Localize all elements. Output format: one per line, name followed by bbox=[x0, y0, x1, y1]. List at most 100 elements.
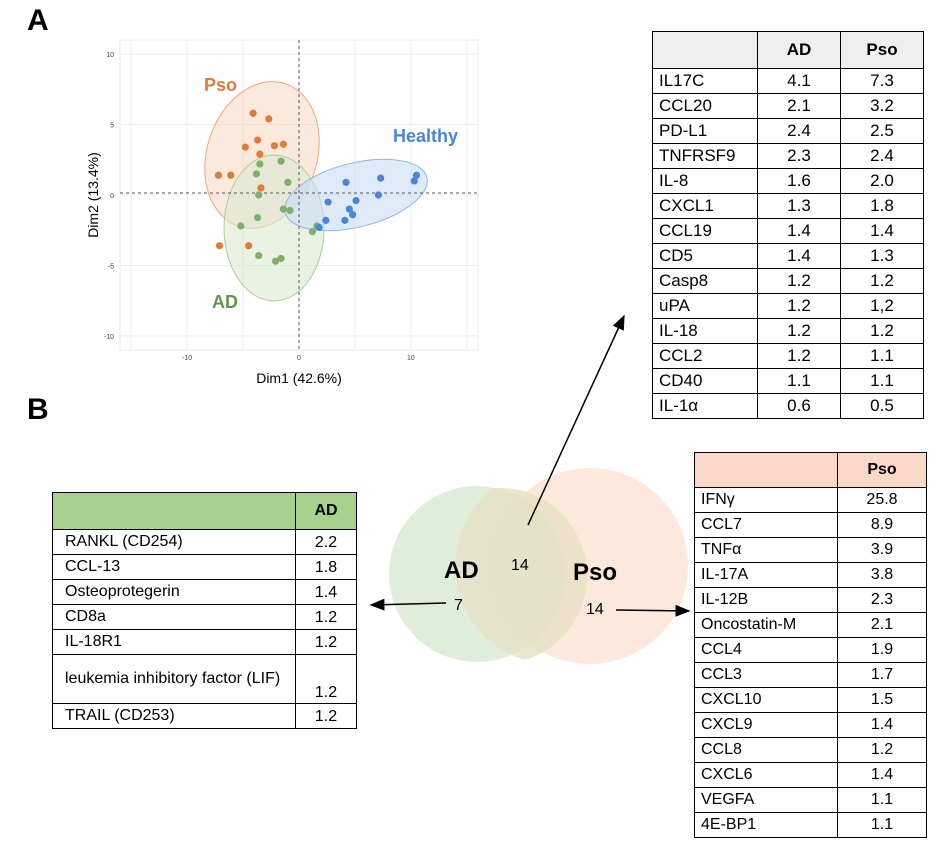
table-row: VEGFA 1.1 bbox=[694, 787, 927, 813]
data-point-pso bbox=[215, 242, 224, 250]
data-point-pso bbox=[254, 136, 262, 144]
fold-change-cell: 8.9 bbox=[837, 512, 927, 538]
table-row: TNFα 3.9 bbox=[694, 537, 927, 563]
x-tick-label: 0 bbox=[297, 355, 301, 362]
table-row: CXCL9 1.4 bbox=[694, 712, 927, 738]
fold-change-cell: 7.3 bbox=[840, 68, 924, 94]
data-point-ad bbox=[252, 170, 261, 178]
protein-name-cell: CCL20 bbox=[652, 93, 758, 119]
group-ellipses bbox=[204, 81, 428, 302]
table-header-row: AD Pso bbox=[652, 31, 924, 69]
header-cell bbox=[694, 452, 838, 488]
fold-change-cell: 2.2 bbox=[295, 529, 357, 555]
group-label-pso: Pso bbox=[204, 75, 237, 95]
table-row: CD8a 1.2 bbox=[52, 604, 357, 630]
fold-change-cell: 2.1 bbox=[837, 612, 927, 638]
table-row: IL-18 1.2 1.2 bbox=[652, 318, 924, 344]
fold-change-cell: 4.1 bbox=[757, 68, 841, 94]
protein-name-cell: Oncostatin-M bbox=[694, 612, 838, 638]
protein-name-cell: Osteoprotegerin bbox=[52, 579, 296, 605]
plot-area bbox=[119, 39, 479, 351]
arrow-ad bbox=[369, 598, 447, 611]
fold-change-cell: 1.2 bbox=[757, 318, 841, 344]
venn-label-ad: AD bbox=[444, 557, 479, 584]
fold-change-cell: 1.2 bbox=[837, 737, 927, 763]
data-point-healthy bbox=[349, 211, 357, 219]
protein-name-cell: TRAIL (CD253) bbox=[52, 703, 296, 729]
table-row: CCL8 1.2 bbox=[694, 737, 927, 763]
table-row: CCL4 1.9 bbox=[694, 637, 927, 663]
y-axis-label: Dim2 (13.4%) bbox=[85, 152, 101, 238]
data-point-ad bbox=[284, 178, 292, 186]
protein-name-cell: uPA bbox=[652, 293, 758, 319]
protein-name-cell: IL-1α bbox=[652, 393, 758, 419]
table-row: CCL19 1.4 1.4 bbox=[652, 218, 924, 244]
shared-table-body: IL17C 4.1 7.3 CCL20 2.1 3.2 PD-L1 2.4 2.5 TNFRSF9… bbox=[652, 68, 924, 419]
data-point-ad bbox=[255, 191, 263, 199]
header-cell: Pso bbox=[840, 31, 924, 69]
y-tick-label: 0 bbox=[110, 193, 114, 200]
fold-change-cell: 1.1 bbox=[840, 343, 924, 369]
protein-name-cell: IL-12B bbox=[694, 587, 838, 613]
protein-name-cell: CXCL9 bbox=[694, 712, 838, 738]
fold-change-cell: 1.2 bbox=[295, 703, 357, 729]
data-point-pso bbox=[256, 150, 264, 158]
venn-count-shared: 14 bbox=[511, 557, 529, 574]
fold-change-cell: 2.3 bbox=[757, 143, 841, 169]
data-point-pso bbox=[265, 115, 273, 123]
fold-change-cell: 1.2 bbox=[295, 604, 357, 630]
protein-name-cell: RANKL (CD254) bbox=[52, 529, 296, 555]
protein-name-cell: CXCL6 bbox=[694, 762, 838, 788]
table-row: IL-12B 2.3 bbox=[694, 587, 927, 613]
fold-change-cell: 1.2 bbox=[757, 343, 841, 369]
shared-proteins-table: AD Pso IL17C 4.1 7.3 CCL20 2.1 3.2 PD-L1 2.4 2.5… bbox=[652, 31, 924, 419]
protein-name-cell: 4E-BP1 bbox=[694, 812, 838, 838]
fold-change-cell: 2.3 bbox=[837, 587, 927, 613]
data-point-ad bbox=[308, 228, 317, 236]
table-row: PD-L1 2.4 2.5 bbox=[652, 118, 924, 144]
fold-change-cell: 1.7 bbox=[837, 662, 927, 688]
table-row: CD5 1.4 1.3 bbox=[652, 243, 924, 269]
data-point-ad bbox=[313, 222, 321, 230]
x-axis-label: Dim1 (42.6%) bbox=[256, 370, 342, 386]
fold-change-cell: 1.6 bbox=[757, 168, 841, 194]
table-row: uPA 1.2 1,2 bbox=[652, 293, 924, 319]
data-point-ad bbox=[255, 251, 263, 260]
data-point-ad bbox=[277, 157, 285, 165]
protein-name-cell: Casp8 bbox=[652, 268, 758, 294]
table-row: Osteoprotegerin 1.4 bbox=[52, 579, 357, 605]
fold-change-cell: 1.4 bbox=[757, 218, 841, 244]
header-cell bbox=[652, 31, 758, 69]
y-tick-label: 5 bbox=[110, 123, 114, 130]
table-row: RANKL (CD254) 2.2 bbox=[52, 529, 357, 555]
data-point-healthy bbox=[341, 216, 349, 224]
protein-name-cell: IL17C bbox=[652, 68, 758, 94]
protein-name-cell: CD8a bbox=[52, 604, 296, 630]
fold-change-cell: 0.6 bbox=[757, 393, 841, 419]
x-tick-label: -10 bbox=[182, 355, 192, 362]
fold-change-cell: 2.4 bbox=[840, 143, 924, 169]
table-row: Casp8 1.2 1.2 bbox=[652, 268, 924, 294]
data-point-healthy bbox=[322, 216, 330, 224]
fold-change-cell: 3.2 bbox=[840, 93, 924, 119]
data-point-pso bbox=[241, 143, 249, 151]
data-point-healthy bbox=[412, 171, 421, 179]
ellipse-ad bbox=[223, 154, 325, 302]
data-point-ad bbox=[279, 205, 287, 213]
protein-name-cell: IL-17A bbox=[694, 562, 838, 588]
data-point-pso bbox=[227, 171, 235, 179]
protein-name-cell: TNFα bbox=[694, 537, 838, 563]
data-point-healthy bbox=[342, 178, 350, 186]
table-header-row: AD bbox=[52, 492, 357, 530]
protein-name-cell: VEGFA bbox=[694, 787, 838, 813]
table-header-row: Pso bbox=[694, 452, 927, 488]
x-tick-label: 10 bbox=[407, 355, 415, 362]
protein-name-cell: CCL-13 bbox=[52, 554, 296, 580]
y-tick-label: 10 bbox=[106, 52, 114, 59]
protein-name-cell: CCL3 bbox=[694, 662, 838, 688]
venn-circle-ad bbox=[389, 486, 565, 662]
fold-change-cell: 1.4 bbox=[837, 712, 927, 738]
data-point-healthy bbox=[345, 205, 353, 213]
data-point-ad bbox=[271, 257, 280, 265]
data-point-pso bbox=[279, 140, 287, 148]
